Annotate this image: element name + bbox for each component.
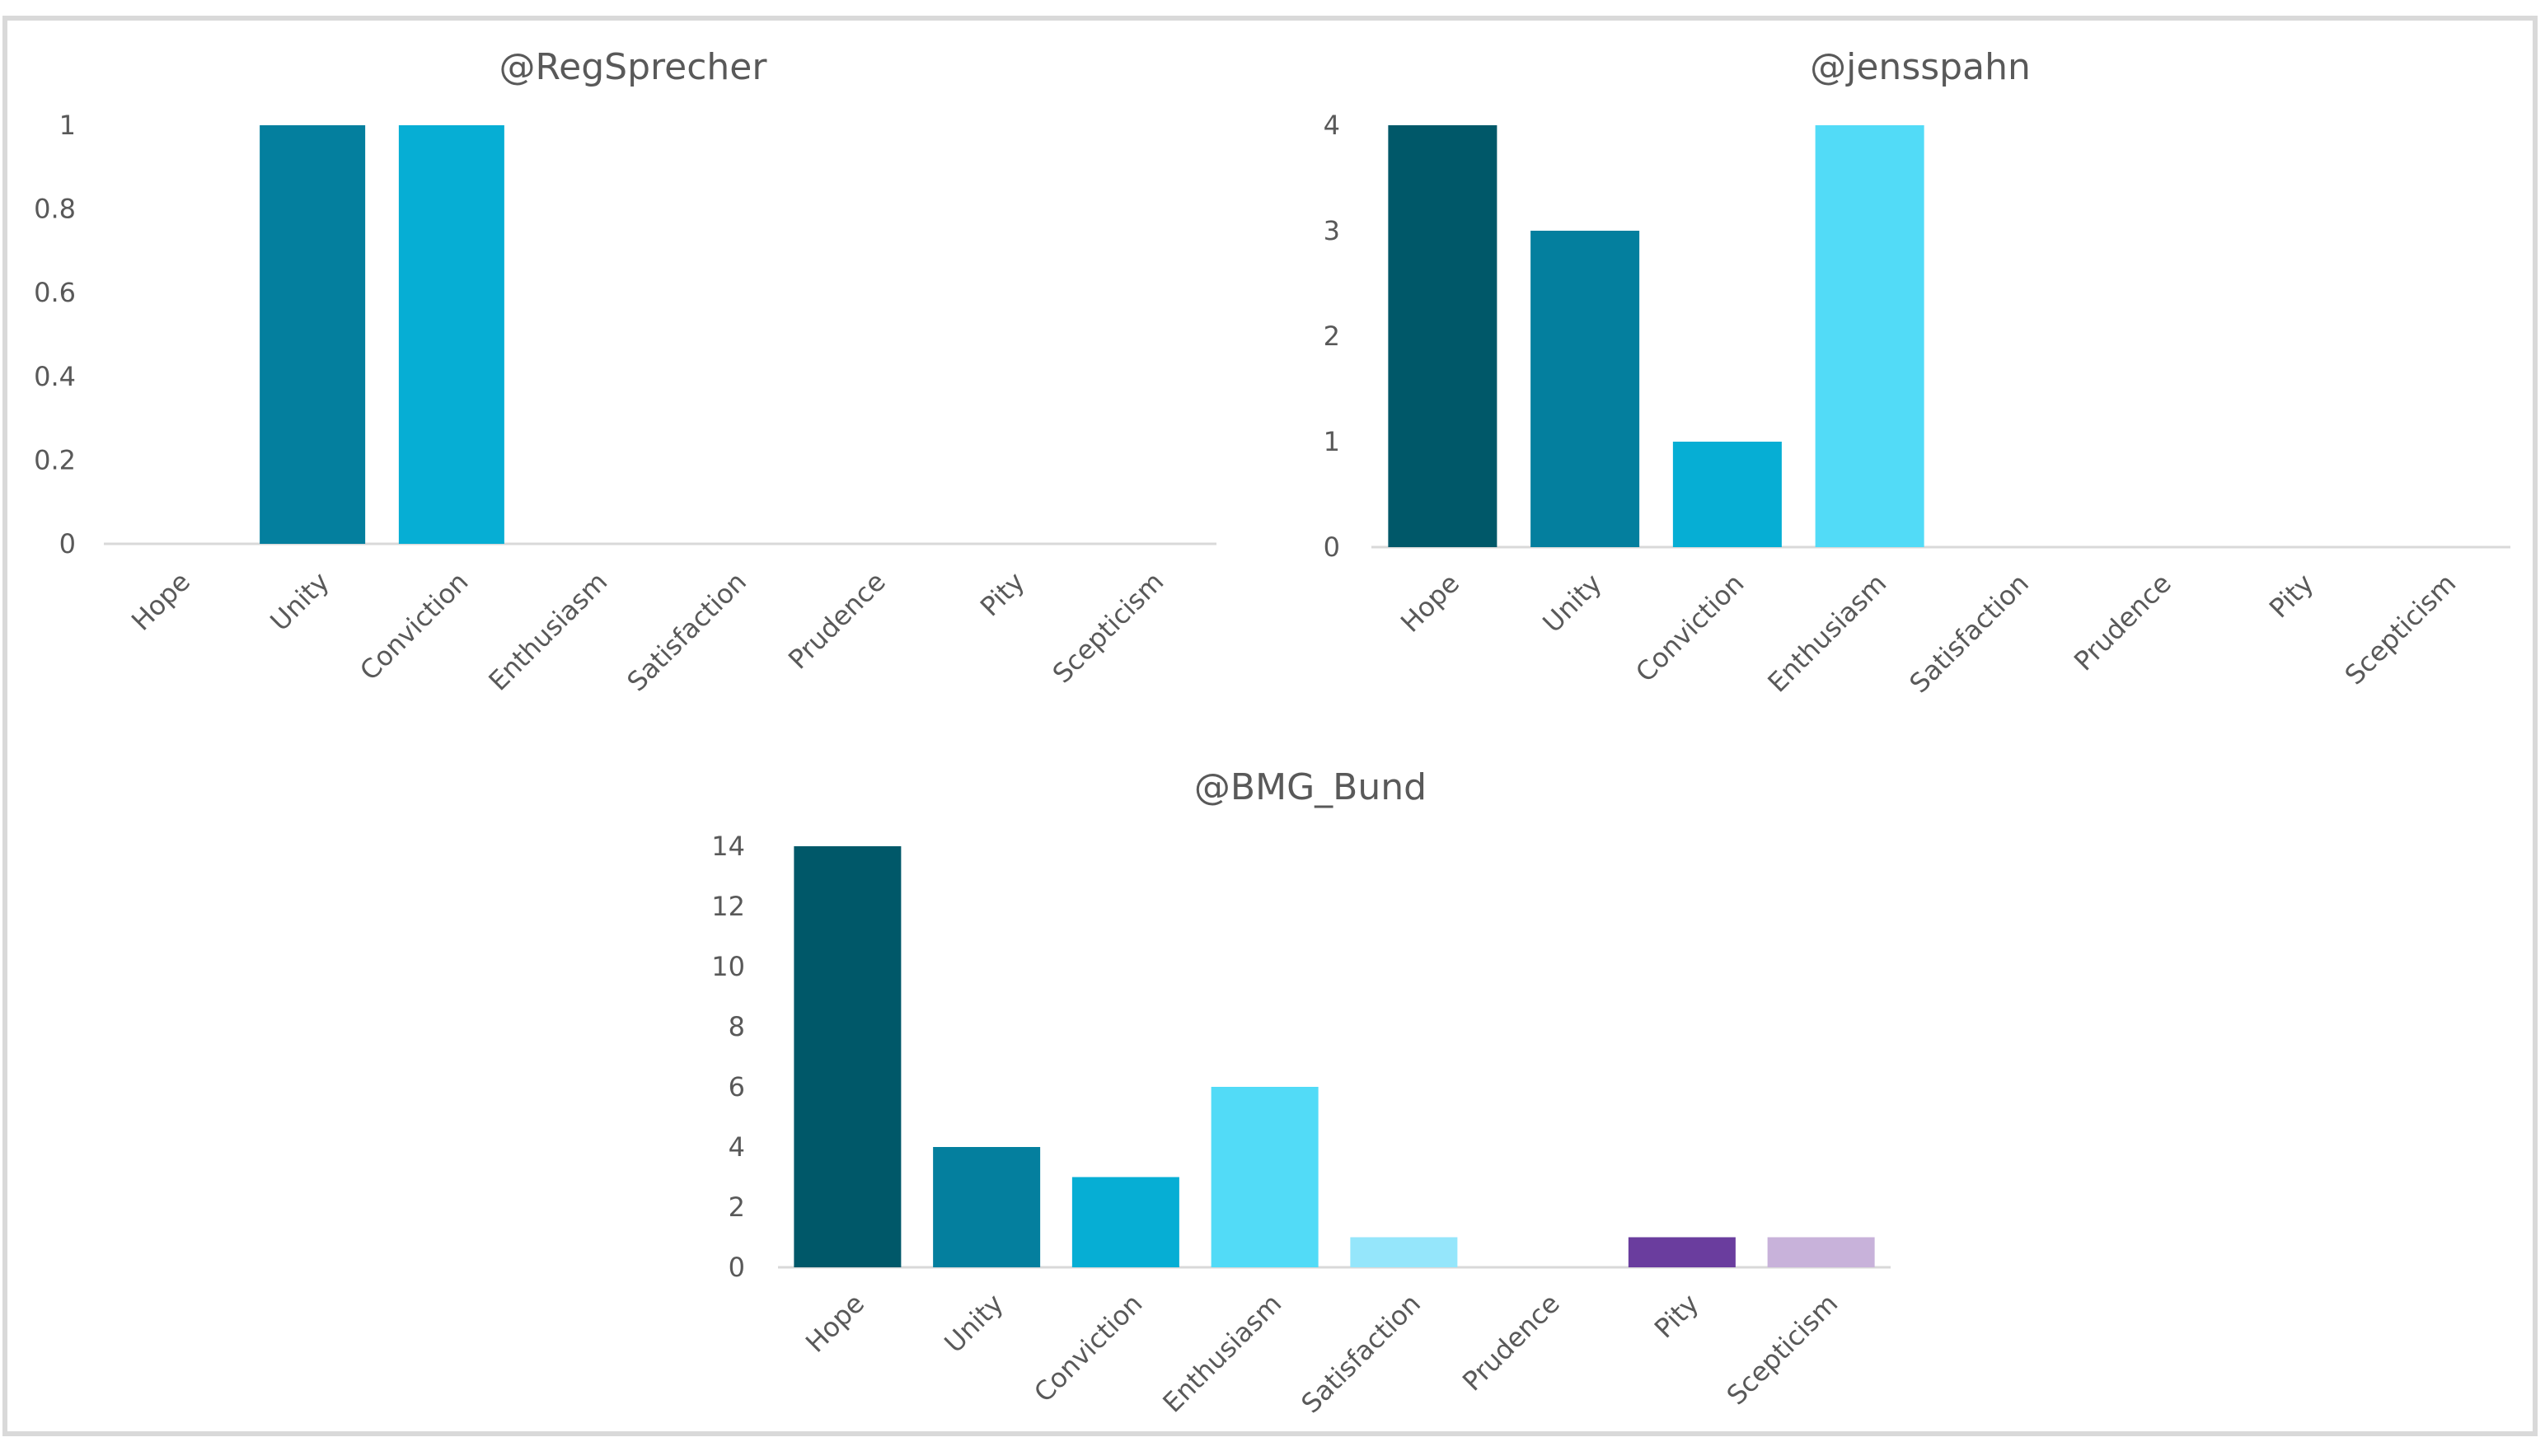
- y-tick-label: 4: [1324, 110, 1340, 141]
- y-tick-label: 12: [711, 891, 745, 922]
- y-tick-label: 2: [1324, 321, 1340, 352]
- y-axis-ticks: 0 0.2 0.4 0.6 0.8 1: [34, 110, 76, 559]
- bar-conviction: [1672, 442, 1782, 547]
- y-tick-label: 4: [729, 1131, 745, 1163]
- bar-unity: [260, 125, 366, 544]
- bar-satisfaction: [1350, 1237, 1458, 1267]
- bar-hope: [1388, 125, 1497, 547]
- bar-pity: [1628, 1237, 1736, 1267]
- y-tick-label: 10: [711, 951, 745, 982]
- y-tick-label: 0.2: [34, 444, 76, 475]
- bar-unity: [1530, 231, 1640, 547]
- bar-enthusiasm: [1211, 1087, 1319, 1267]
- y-tick-label: 14: [711, 831, 745, 862]
- y-tick-label: 0: [59, 528, 76, 559]
- y-tick-label: 0: [729, 1252, 745, 1283]
- y-tick-label: 1: [59, 110, 76, 141]
- bars: [260, 125, 504, 544]
- bar-enthusiasm: [1815, 125, 1924, 547]
- bar-conviction: [398, 125, 504, 544]
- y-tick-label: 3: [1324, 215, 1340, 246]
- y-tick-label: 0.4: [34, 361, 76, 392]
- bar-scepticism: [1767, 1237, 1875, 1267]
- bar-unity: [933, 1147, 1041, 1267]
- y-tick-label: 0.6: [34, 277, 76, 308]
- bars: [794, 846, 1875, 1267]
- y-tick-label: 2: [729, 1191, 745, 1223]
- y-tick-label: 6: [729, 1071, 745, 1103]
- chart-title: @BMG_Bund: [1194, 766, 1427, 808]
- y-axis-ticks: 0 2 4 6 8 10 12 14: [711, 831, 745, 1283]
- chart-title: @jensspahn: [1810, 46, 2031, 88]
- y-tick-label: 1: [1324, 426, 1340, 457]
- y-tick-label: 8: [729, 1011, 745, 1042]
- y-tick-label: 0: [1324, 531, 1340, 563]
- y-tick-label: 0.8: [34, 194, 76, 225]
- bar-hope: [794, 846, 902, 1267]
- chart-title: @RegSprecher: [499, 46, 768, 88]
- bars: [1388, 125, 1924, 547]
- y-axis-ticks: 0 1 2 3 4: [1324, 110, 1340, 563]
- bar-conviction: [1071, 1177, 1179, 1267]
